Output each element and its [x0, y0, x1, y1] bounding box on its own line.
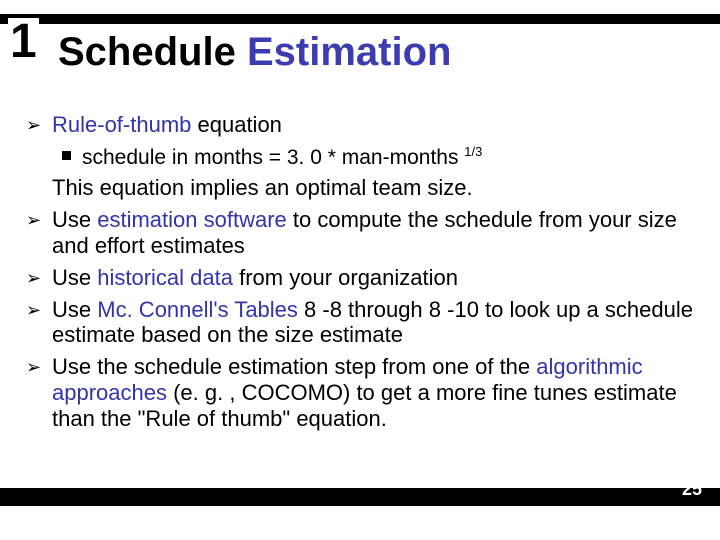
- arrow-icon: ➢: [26, 210, 41, 231]
- plain-text: This equation implies an optimal team si…: [52, 175, 473, 200]
- bullet-text: equation: [191, 112, 282, 137]
- bullet-pre: Use: [52, 265, 97, 290]
- slide-title: Schedule Estimation: [58, 30, 451, 75]
- bullet-post: from your organization: [233, 265, 458, 290]
- bullet-pre: Use the schedule estimation step from on…: [52, 354, 536, 379]
- bullet-pre: Use: [52, 207, 97, 232]
- title-word-2: Estimation: [236, 30, 452, 74]
- square-icon: [62, 151, 71, 160]
- bottom-bar: 25: [0, 488, 720, 506]
- equation-exponent: 1/3: [464, 144, 482, 159]
- arrow-icon: ➢: [26, 357, 41, 378]
- bullet-estimation-software: ➢ Use estimation software to compute the…: [26, 207, 696, 259]
- sub-bullet-equation: schedule in months = 3. 0 * man-months 1…: [26, 144, 696, 171]
- bullet-link: historical data: [97, 265, 233, 290]
- bullet-link: estimation software: [97, 207, 287, 232]
- arrow-icon: ➢: [26, 115, 41, 136]
- chapter-number: 1: [8, 18, 39, 66]
- bullet-algorithmic-approaches: ➢ Use the schedule estimation step from …: [26, 354, 696, 432]
- title-word-1: Schedule: [58, 30, 236, 74]
- equation-text: schedule in months = 3. 0 * man-months: [82, 146, 464, 169]
- bullet-historical-data: ➢ Use historical data from your organiza…: [26, 265, 696, 291]
- bullet-pre: Use: [52, 297, 97, 322]
- bullet-mcconnell-tables: ➢ Use Mc. Connell's Tables 8 -8 through …: [26, 297, 696, 349]
- plain-line-implication: This equation implies an optimal team si…: [26, 175, 696, 201]
- bullet-text-link: Rule-of-thumb: [52, 112, 191, 137]
- bullet-rule-of-thumb: ➢ Rule-of-thumb equation: [26, 112, 696, 138]
- top-bar: [0, 14, 720, 24]
- content-area: ➢ Rule-of-thumb equation schedule in mon…: [26, 106, 696, 432]
- arrow-icon: ➢: [26, 268, 41, 289]
- bullet-link: Mc. Connell's Tables: [97, 297, 298, 322]
- slide: 1 Schedule Estimation ➢ Rule-of-thumb eq…: [0, 0, 720, 540]
- arrow-icon: ➢: [26, 300, 41, 321]
- page-number: 25: [682, 479, 702, 500]
